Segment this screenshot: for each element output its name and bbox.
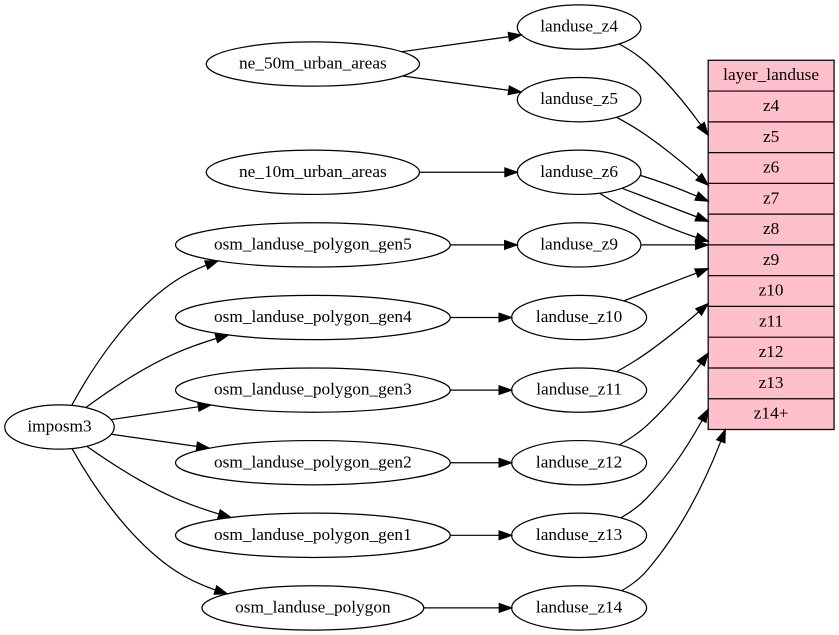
svg-text:landuse_z5: landuse_z5 <box>540 89 618 108</box>
svg-text:osm_landuse_polygon_gen4: osm_landuse_polygon_gen4 <box>214 307 412 326</box>
svg-text:z13: z13 <box>759 373 784 392</box>
svg-text:landuse_z6: landuse_z6 <box>540 162 618 181</box>
svg-text:z7: z7 <box>763 188 780 207</box>
svg-text:osm_landuse_polygon: osm_landuse_polygon <box>235 598 391 617</box>
svg-text:z14+: z14+ <box>754 404 789 423</box>
svg-text:osm_landuse_polygon_gen1: osm_landuse_polygon_gen1 <box>214 525 412 544</box>
svg-text:z10: z10 <box>759 281 784 300</box>
svg-text:osm_landuse_polygon_gen3: osm_landuse_polygon_gen3 <box>214 380 412 399</box>
svg-text:z12: z12 <box>759 342 784 361</box>
svg-text:landuse_z12: landuse_z12 <box>536 452 622 471</box>
svg-text:z11: z11 <box>759 311 783 330</box>
svg-text:osm_landuse_polygon_gen2: osm_landuse_polygon_gen2 <box>214 452 412 471</box>
svg-text:landuse_z14: landuse_z14 <box>536 598 623 617</box>
svg-text:ne_50m_urban_areas: ne_50m_urban_areas <box>239 54 387 73</box>
svg-text:layer_landuse: layer_landuse <box>723 65 819 84</box>
svg-text:z4: z4 <box>763 96 780 115</box>
svg-text:imposm3: imposm3 <box>27 417 91 436</box>
svg-text:landuse_z10: landuse_z10 <box>536 307 622 326</box>
svg-text:z8: z8 <box>763 219 779 238</box>
svg-text:landuse_z4: landuse_z4 <box>540 17 618 36</box>
svg-text:ne_10m_urban_areas: ne_10m_urban_areas <box>239 162 387 181</box>
svg-text:osm_landuse_polygon_gen5: osm_landuse_polygon_gen5 <box>214 234 412 253</box>
svg-text:z9: z9 <box>763 250 779 269</box>
svg-text:landuse_z11: landuse_z11 <box>536 380 622 399</box>
svg-text:landuse_z13: landuse_z13 <box>536 525 622 544</box>
svg-text:z6: z6 <box>763 158 780 177</box>
svg-text:landuse_z9: landuse_z9 <box>540 234 618 253</box>
svg-text:z5: z5 <box>763 127 779 146</box>
